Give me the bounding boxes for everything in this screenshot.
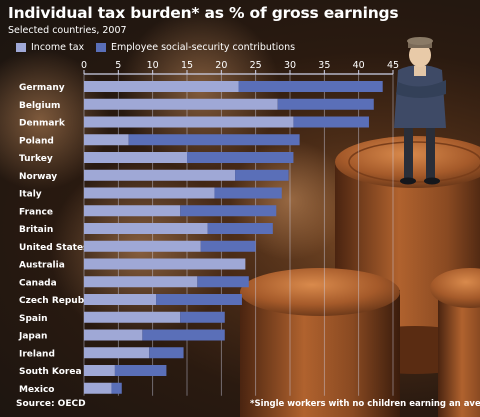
legend-swatch-income-tax <box>16 43 26 52</box>
bar-income-tax <box>84 98 278 110</box>
bar-social-security <box>197 276 249 288</box>
bar-social-security <box>111 382 122 394</box>
bar-social-security <box>156 294 242 305</box>
bar-social-security <box>200 240 256 252</box>
chart-title: Individual tax burden* as % of gross ear… <box>8 4 399 22</box>
x-tick-label: 45 <box>387 60 399 71</box>
bar-income-tax <box>84 311 181 323</box>
bar-income-tax <box>84 116 294 128</box>
category-label: South Korea <box>19 367 82 377</box>
category-label: Spain <box>19 314 48 324</box>
bar-income-tax <box>84 382 112 394</box>
bar-income-tax <box>84 81 239 92</box>
category-label: Canada <box>19 278 57 288</box>
bar-income-tax <box>84 134 129 146</box>
bar-income-tax <box>84 152 187 163</box>
bar-income-tax <box>84 240 201 252</box>
category-label: Germany <box>19 83 65 93</box>
bar-income-tax <box>84 187 215 199</box>
source-note: Source: OECD <box>16 399 86 409</box>
bar-social-security <box>128 134 300 146</box>
bar-social-security <box>235 169 289 181</box>
x-tick-label: 40 <box>353 60 365 71</box>
x-tick-label: 25 <box>250 60 262 71</box>
footnote: *Single workers with no children earning… <box>250 399 480 409</box>
category-label: Mexico <box>19 385 54 395</box>
category-label: Norway <box>19 172 57 182</box>
legend-item-income-tax: Income tax <box>16 42 84 53</box>
bar-income-tax <box>84 329 143 341</box>
x-tick-label: 20 <box>215 60 227 71</box>
category-label: Britain <box>19 225 53 235</box>
bar-social-security <box>277 98 374 110</box>
category-label: France <box>19 207 53 217</box>
category-label: Denmark <box>19 119 66 129</box>
bar-income-tax <box>84 294 157 305</box>
x-tick-label: 15 <box>181 60 193 71</box>
bar-social-security <box>180 311 225 323</box>
bar-income-tax <box>84 169 236 181</box>
bar-income-tax <box>84 347 150 359</box>
bar-income-tax <box>84 276 198 288</box>
bar-income-tax <box>84 258 246 270</box>
category-label: Czech Republic <box>19 296 96 306</box>
bar-social-security <box>114 365 167 376</box>
bar-income-tax <box>84 223 208 234</box>
bar-income-tax <box>84 365 115 376</box>
bar-social-security <box>238 81 383 92</box>
bar-social-security <box>214 187 282 199</box>
legend-label-social-security: Employee social-security contributions <box>111 42 296 53</box>
bar-social-security <box>207 223 273 234</box>
category-label: Ireland <box>19 349 55 359</box>
category-label: Japan <box>18 332 47 342</box>
x-tick-label: 0 <box>81 60 87 71</box>
legend-label-income-tax: Income tax <box>31 42 85 53</box>
chart-subtitle: Selected countries, 2007 <box>8 25 127 36</box>
bar-social-security <box>187 152 294 163</box>
businessman-figure <box>394 37 446 185</box>
category-label: Italy <box>19 190 42 200</box>
x-tick-label: 5 <box>115 60 121 71</box>
x-tick-label: 35 <box>318 60 330 71</box>
bar-income-tax <box>84 205 181 217</box>
x-tick-label: 30 <box>284 60 296 71</box>
x-tick-label: 10 <box>147 60 159 71</box>
category-label: Poland <box>19 136 54 146</box>
legend-item-social-security: Employee social-security contributions <box>96 42 295 53</box>
category-label: United States <box>19 243 88 253</box>
bar-social-security <box>293 116 369 128</box>
legend-swatch-social-security <box>96 43 106 52</box>
bar-social-security <box>142 329 225 341</box>
category-label: Turkey <box>19 154 53 164</box>
bar-social-security <box>149 347 184 359</box>
category-label: Australia <box>19 261 65 271</box>
category-label: Belgium <box>19 101 60 111</box>
bar-social-security <box>180 205 277 217</box>
